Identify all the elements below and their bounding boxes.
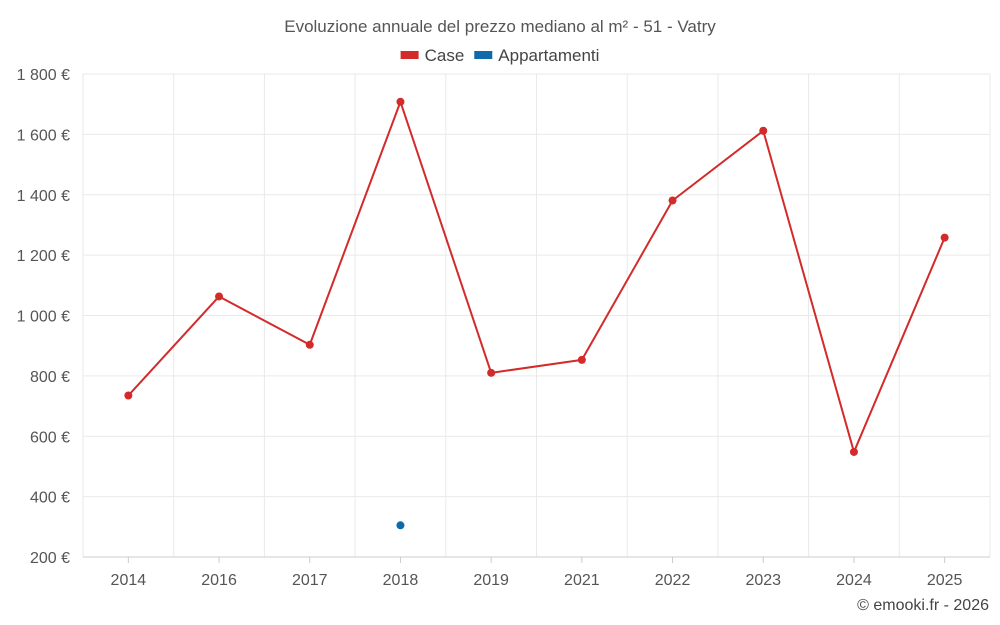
- x-tick-label-2021: 2021: [564, 572, 600, 589]
- point-case-2016[interactable]: [215, 292, 224, 301]
- point-case-2019[interactable]: [487, 368, 496, 377]
- legend-item-appartamenti[interactable]: Appartamenti: [474, 46, 599, 65]
- legend-item-case[interactable]: Case: [400, 46, 465, 65]
- x-tick-label-2023: 2023: [745, 572, 781, 589]
- x-tick-label-2024: 2024: [836, 572, 872, 589]
- point-case-2025[interactable]: [940, 233, 949, 242]
- series-layer: [124, 97, 949, 530]
- y-tick-label-800: 800 €: [30, 369, 70, 386]
- y-tick-label-1000: 1 000 €: [17, 309, 70, 326]
- y-tick-label-600: 600 €: [30, 429, 70, 446]
- x-tick-label-2014: 2014: [111, 572, 147, 589]
- point-appartamenti-2018[interactable]: [396, 521, 405, 530]
- legend-swatch-appartamenti: [474, 51, 493, 59]
- legend: Case Appartamenti: [400, 46, 599, 65]
- x-tick-label-2018: 2018: [383, 572, 419, 589]
- y-axis-tick-labels: 200 € 400 € 600 € 800 € 1 000 € 1 200 € 1 400 …: [17, 67, 70, 567]
- y-tick-label-1600: 1 600 €: [17, 127, 70, 144]
- point-case-2023[interactable]: [759, 126, 768, 135]
- legend-label-case: Case: [425, 46, 465, 65]
- credit-text: © emooki.fr - 2026: [857, 597, 989, 614]
- x-gridlines: [82, 74, 991, 557]
- point-case-2018[interactable]: [396, 97, 405, 106]
- x-tick-label-2019: 2019: [473, 572, 509, 589]
- point-case-2024[interactable]: [849, 447, 858, 456]
- legend-label-appartamenti: Appartamenti: [498, 46, 599, 65]
- point-case-2021[interactable]: [577, 355, 586, 364]
- point-case-2014[interactable]: [124, 391, 133, 400]
- legend-swatch-case: [400, 51, 419, 59]
- point-case-2022[interactable]: [668, 196, 677, 205]
- y-tick-label-1200: 1 200 €: [17, 248, 70, 265]
- x-axis-tick-labels: 2014 2016 2017 2018 2019 2021 2022 2023 2024 2025: [111, 557, 963, 589]
- x-tick-label-2017: 2017: [292, 572, 328, 589]
- x-tick-label-2022: 2022: [655, 572, 691, 589]
- x-tick-label-2025: 2025: [927, 572, 963, 589]
- chart-title: Evoluzione annuale del prezzo mediano al…: [284, 17, 716, 36]
- series-line-case: [127, 100, 946, 453]
- point-case-2017[interactable]: [305, 340, 314, 349]
- y-tick-label-1800: 1 800 €: [17, 67, 70, 84]
- x-tick-label-2016: 2016: [201, 572, 237, 589]
- y-tick-label-200: 200 €: [30, 550, 70, 567]
- y-tick-label-400: 400 €: [30, 490, 70, 507]
- y-tick-label-1400: 1 400 €: [17, 188, 70, 205]
